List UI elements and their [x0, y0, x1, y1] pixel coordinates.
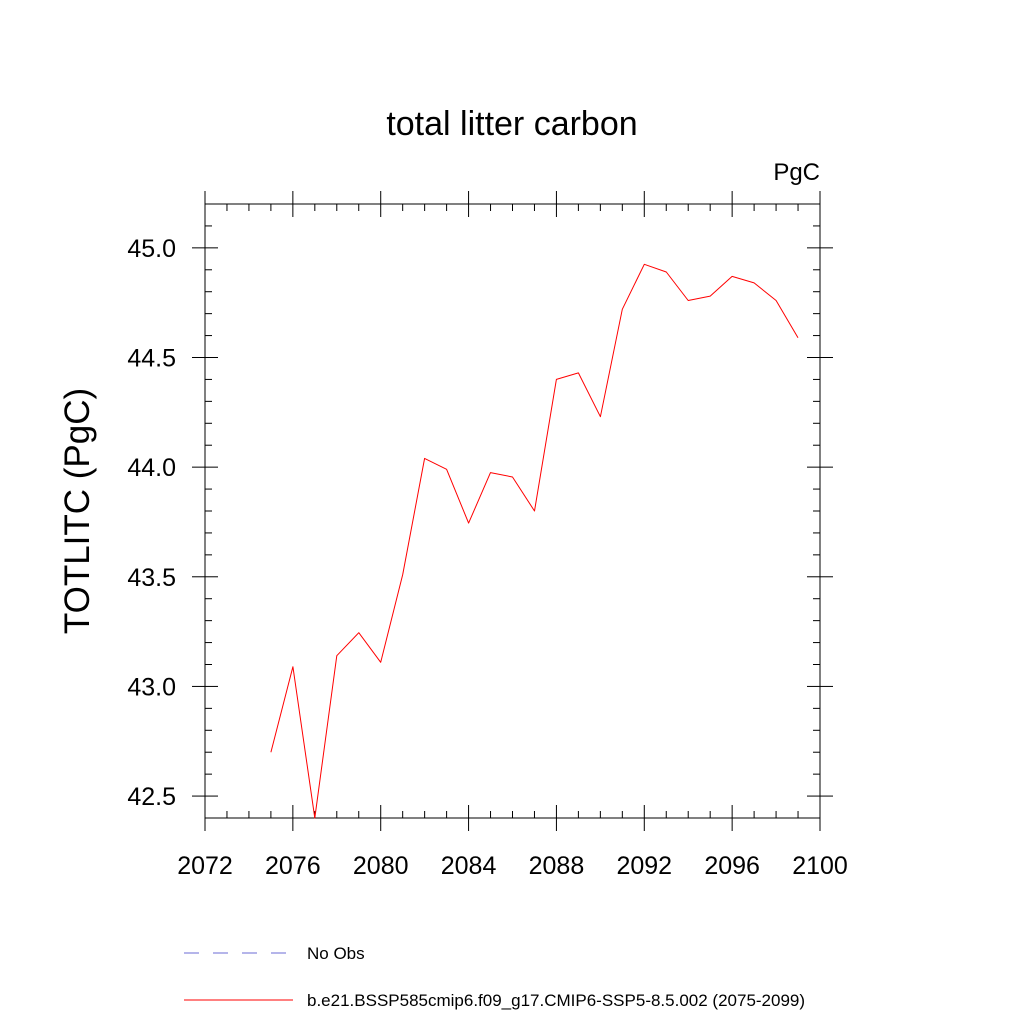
x-tick-label: 2084: [441, 852, 497, 880]
x-tick-label: 2096: [704, 852, 760, 880]
series-line-0: [270, 263, 799, 819]
y-tick-label: 42.5: [127, 783, 176, 811]
y-tick-label: 43.5: [127, 564, 176, 592]
x-tick-label: 2088: [529, 852, 585, 880]
x-tick-label: 2080: [353, 852, 409, 880]
chart-title: total litter carbon: [386, 105, 637, 143]
plot-frame: [204, 203, 821, 819]
legend: No Obs b.e21.BSSP585cmip6.f09_g17.CMIP6-…: [184, 944, 805, 1010]
series-layer: [270, 263, 799, 819]
y-tick-label: 44.5: [127, 345, 176, 373]
units-label: PgC: [773, 159, 820, 186]
y-axis-label: TOTLITC (PgC): [58, 388, 97, 634]
y-tick-label: 43.0: [127, 673, 176, 701]
axis-tick-labels: 2072 2076 2080 2084 2088 2092 2096 2100 42.5 43.0…: [127, 235, 847, 880]
y-tick-label: 45.0: [127, 235, 176, 263]
y-tick-label: 44.0: [127, 454, 176, 482]
axis-ticks: [192, 191, 833, 831]
x-tick-label: 2092: [616, 852, 672, 880]
legend-label-no-obs: No Obs: [307, 944, 365, 963]
x-tick-label: 2076: [265, 852, 321, 880]
legend-label-model: b.e21.BSSP585cmip6.f09_g17.CMIP6-SSP5-8.…: [307, 991, 805, 1010]
x-tick-label: 2072: [177, 852, 233, 880]
x-tick-label: 2100: [792, 852, 848, 880]
